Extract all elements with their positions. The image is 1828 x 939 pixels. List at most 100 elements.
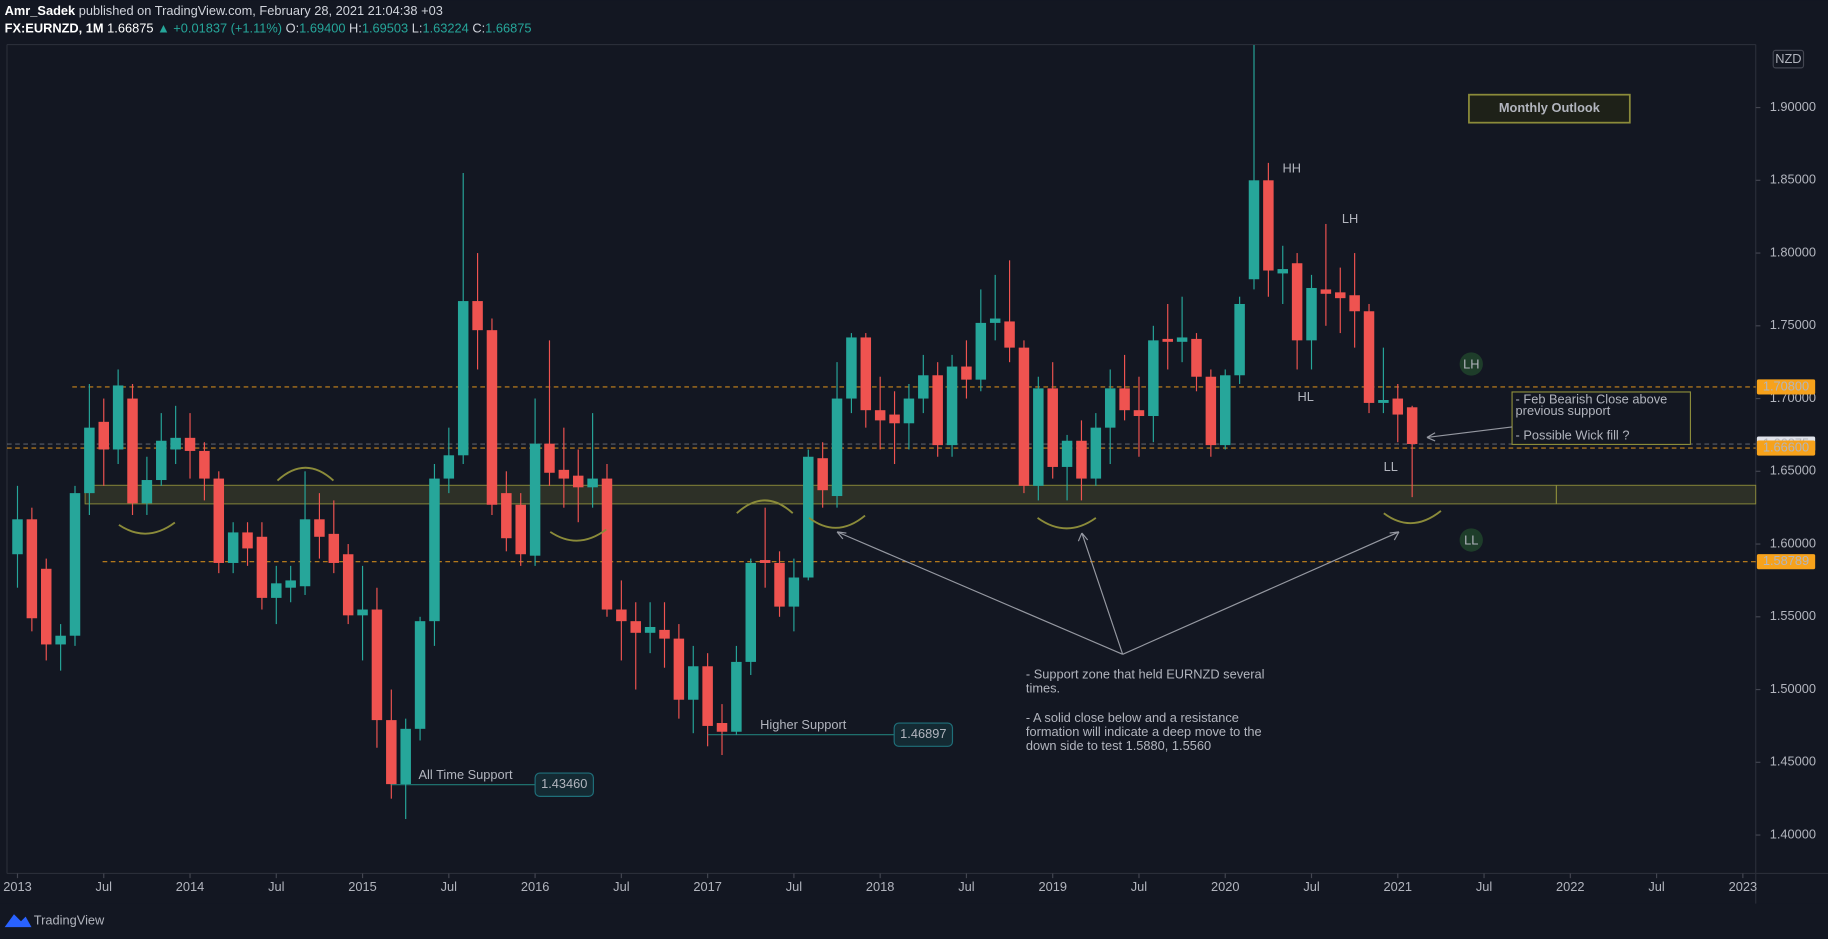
analysis: times. — [1026, 681, 1060, 696]
candle-body — [616, 609, 627, 622]
x-tick-label: 2014 — [176, 879, 205, 894]
x-tick-label: Jul — [441, 879, 457, 894]
title: Monthly Outlook — [1499, 100, 1601, 115]
candle-body — [572, 475, 584, 488]
ohlc-value: 1.66875 — [485, 21, 531, 36]
candle-body — [702, 666, 713, 726]
candle-body — [414, 621, 426, 729]
candle-body — [544, 443, 555, 473]
candle-body — [112, 385, 124, 450]
y-tick-label: 1.50000 — [1770, 681, 1816, 696]
candle-body — [975, 322, 987, 380]
arc — [736, 499, 794, 514]
symbol: FX:EURNZD, 1M — [5, 21, 104, 36]
candle-body — [1349, 295, 1360, 312]
candle-body — [961, 366, 972, 380]
note-box — [1511, 391, 1692, 446]
candle-body — [1076, 440, 1087, 479]
ohlc-key: O: — [286, 21, 300, 36]
candle-body — [98, 421, 110, 450]
y-tick-label: 1.65000 — [1770, 463, 1816, 478]
y-tick-label: 1.55000 — [1770, 608, 1816, 623]
candle-body — [1176, 337, 1188, 342]
candle-body — [759, 560, 771, 563]
candle-body — [1234, 303, 1245, 376]
footer — [0, 903, 1828, 939]
ohlc-value: 1.63224 — [422, 21, 468, 36]
candle-body — [1392, 398, 1404, 415]
y-tick-label: 1.85000 — [1770, 172, 1816, 187]
circle — [1459, 528, 1483, 552]
candle-body — [271, 583, 282, 598]
candle-body — [1378, 400, 1389, 403]
arrows — [836, 426, 1513, 655]
analysis: formation will indicate a deep move to t… — [1026, 724, 1262, 739]
candle-body — [1047, 388, 1058, 467]
arc — [118, 521, 176, 535]
candle-body — [40, 568, 52, 645]
candle-body — [1306, 287, 1317, 341]
arrow — [1426, 426, 1513, 442]
label-ll: LL — [1384, 459, 1398, 474]
support-text: Higher Support — [760, 717, 847, 732]
price-tag — [1756, 379, 1816, 395]
candle-body — [1291, 263, 1303, 341]
candle-body — [989, 318, 1001, 323]
candle-body — [400, 728, 411, 785]
candle-body — [946, 366, 958, 446]
candle-body — [342, 554, 354, 616]
analysis: - A solid close below and a resistance — [1026, 710, 1239, 725]
candle-body — [803, 456, 814, 578]
candle-body — [357, 609, 368, 616]
price-tag — [1756, 554, 1816, 570]
candle-body — [587, 478, 598, 488]
candle-body — [889, 414, 900, 424]
support-box — [893, 722, 954, 747]
candle-body — [472, 301, 483, 331]
candle-body — [242, 532, 253, 549]
candle-body — [299, 519, 311, 587]
candle-body — [731, 661, 742, 732]
arc — [1037, 517, 1097, 530]
arc — [276, 466, 335, 482]
candle-body — [774, 562, 785, 607]
x-tick-label: Jul — [958, 879, 974, 894]
price-tag — [1756, 440, 1816, 456]
candle-body — [1018, 347, 1030, 486]
candle-body — [371, 609, 383, 721]
candle-body — [515, 504, 526, 555]
x-tick-label: Jul — [613, 879, 629, 894]
arc — [808, 514, 866, 529]
candle-body — [1277, 269, 1288, 274]
candle-body — [256, 536, 268, 598]
candle-body — [69, 493, 81, 636]
y-tick-label: 1.90000 — [1770, 99, 1816, 114]
candle-body — [285, 580, 296, 588]
ohlc-value: 1.69503 — [362, 21, 408, 36]
change: ▲ +0.01837 (+1.11%) — [157, 21, 282, 36]
candle-body — [644, 626, 656, 633]
arrow — [1077, 532, 1124, 655]
y-tick-label: 1.40000 — [1770, 826, 1816, 841]
y-tick-label: 1.60000 — [1770, 535, 1816, 550]
x-tick-label: Jul — [1131, 879, 1147, 894]
x-tick-label: Jul — [1476, 879, 1492, 894]
candle-body — [688, 666, 699, 700]
candle-body — [529, 443, 541, 556]
candle-body — [127, 398, 138, 504]
candle-body — [874, 410, 886, 421]
candle-body — [932, 375, 943, 446]
candle-body — [26, 519, 38, 619]
x-tick-label: 2017 — [693, 879, 722, 894]
candle-body — [429, 478, 440, 622]
y-tick-label: 1.45000 — [1770, 754, 1816, 769]
candle-body — [1090, 427, 1102, 479]
candle-body — [314, 519, 325, 537]
x-tick-label: 2013 — [3, 879, 32, 894]
candle-body — [716, 723, 728, 732]
candle-body — [1320, 289, 1332, 294]
circle — [1459, 352, 1483, 376]
candle-body — [55, 635, 66, 645]
candle-body — [1104, 388, 1116, 428]
